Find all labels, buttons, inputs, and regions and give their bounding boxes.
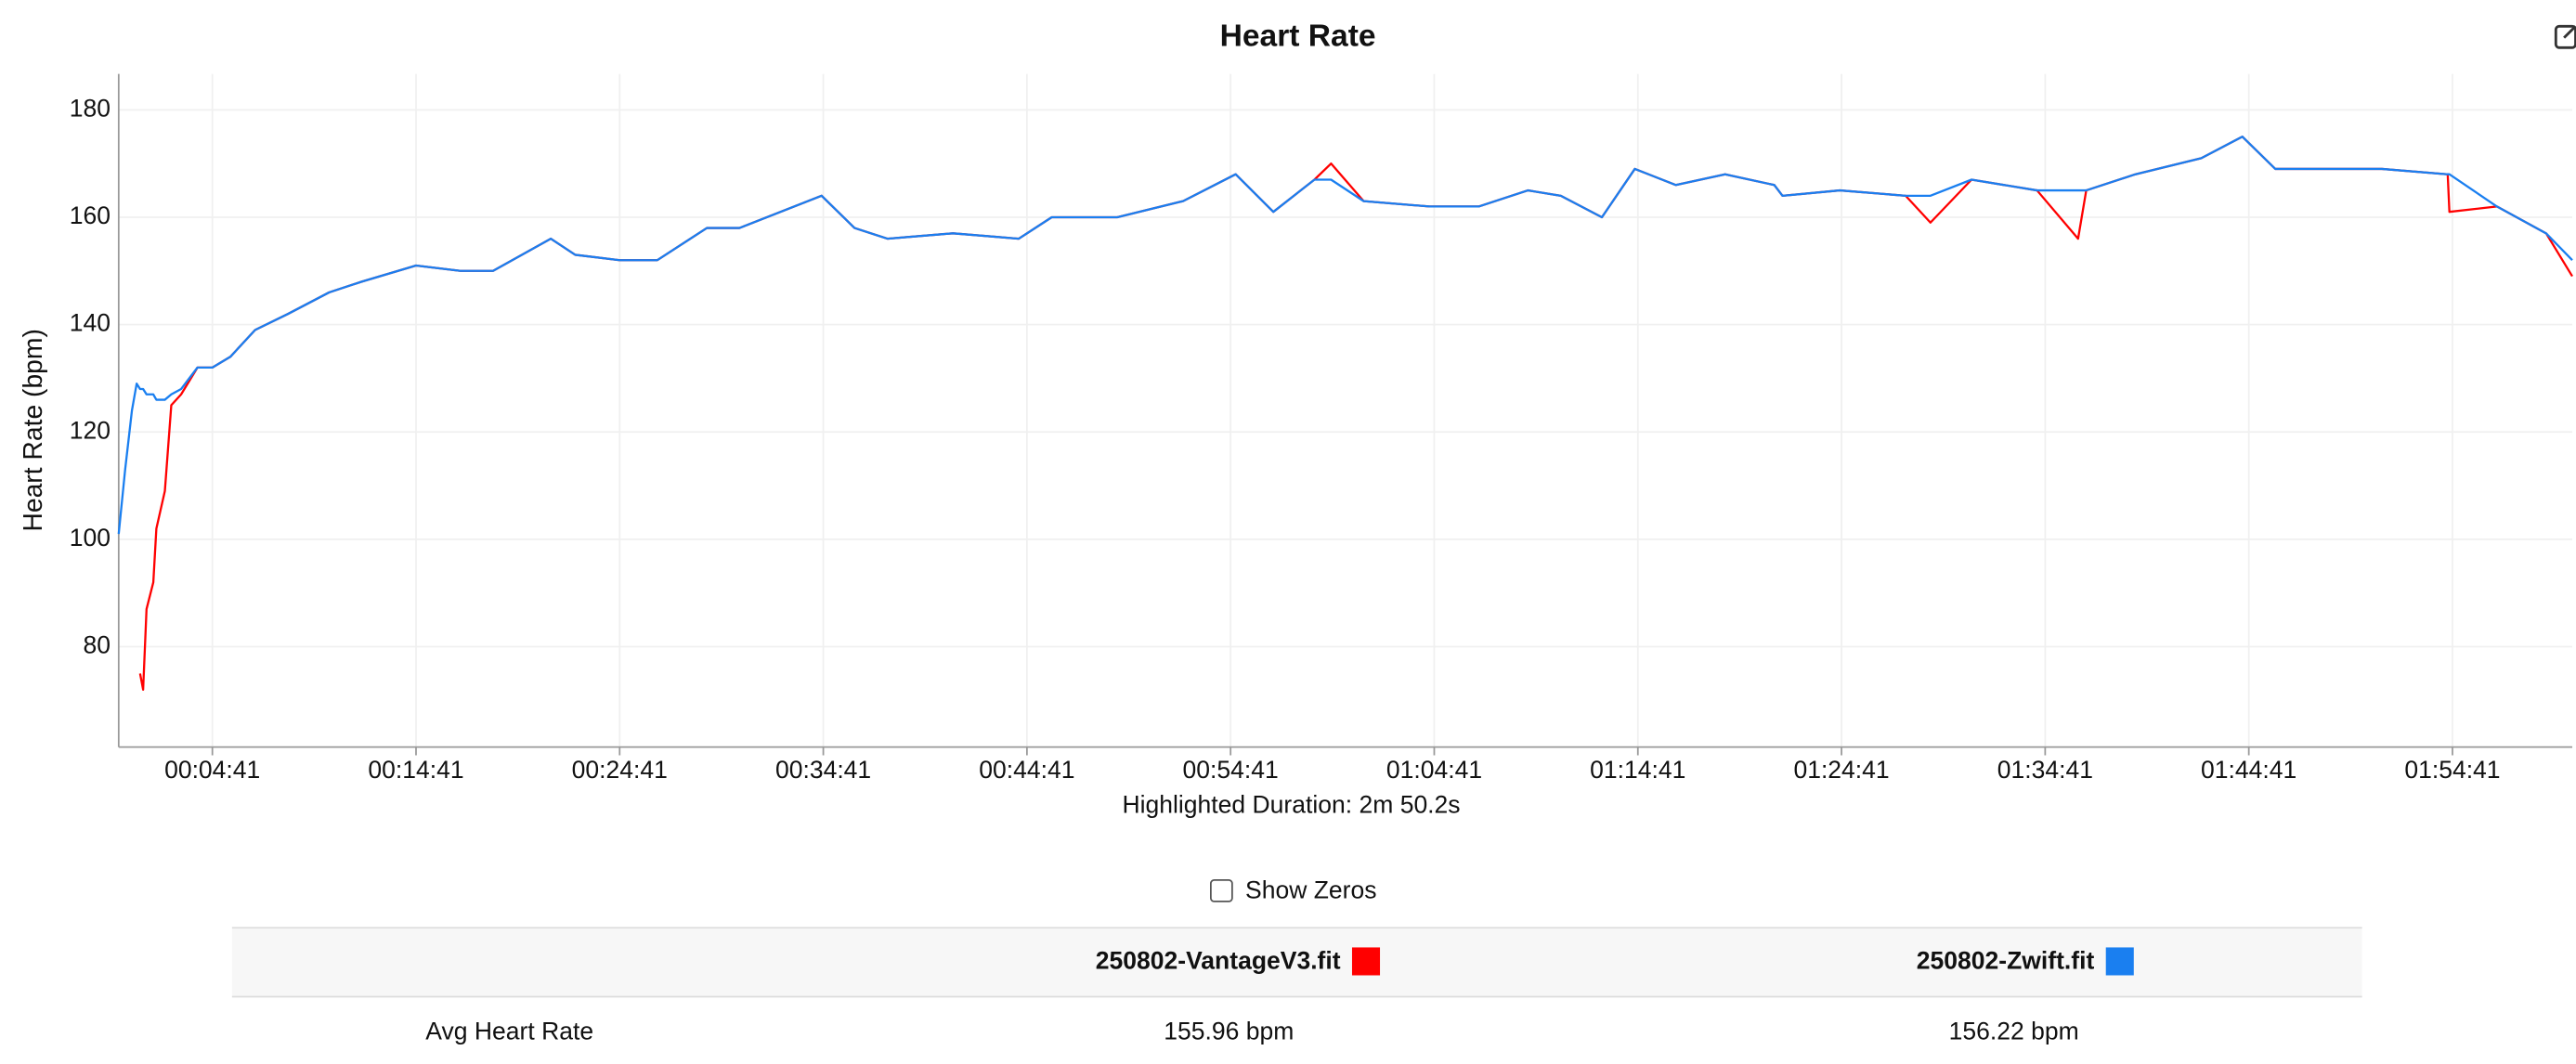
x-tick-label: 01:34:41	[1997, 756, 2093, 784]
checkbox-label[interactable]: Show Zeros	[1245, 876, 1376, 903]
x-tick-label: 00:34:41	[775, 756, 871, 784]
table-cell: Avg Heart Rate	[425, 1017, 593, 1045]
x-tick-label: 00:44:41	[979, 756, 1074, 784]
y-axis-label: Heart Rate (bpm)	[18, 329, 47, 531]
y-tick-label: 140	[70, 309, 111, 337]
y-tick-label: 80	[83, 631, 110, 659]
x-tick-label: 00:54:41	[1183, 756, 1279, 784]
x-tick-label: 00:14:41	[368, 756, 463, 784]
y-tick-label: 100	[70, 524, 111, 551]
x-tick-label: 01:44:41	[2201, 756, 2296, 784]
y-tick-label: 120	[70, 416, 111, 444]
legend-label: 250802-VantageV3.fit	[1096, 946, 1341, 974]
y-tick-label: 180	[70, 94, 111, 122]
legend-swatch	[2105, 947, 2134, 976]
series-line	[138, 136, 2573, 691]
series-line	[117, 136, 2573, 535]
x-tick-label: 00:04:41	[164, 756, 260, 784]
icon-arrow	[2563, 25, 2576, 39]
x-tick-label: 01:14:41	[1590, 756, 1685, 784]
checkbox[interactable]	[1209, 879, 1233, 902]
table-header	[231, 928, 2362, 997]
x-tick-label: 01:54:41	[2404, 756, 2500, 784]
x-tick-label: 00:24:41	[572, 756, 668, 784]
legend-swatch	[1351, 947, 1381, 976]
x-tick-label: 01:24:41	[1793, 756, 1889, 784]
chart-title: Heart Rate	[1220, 19, 1376, 54]
export-icon[interactable]	[2554, 24, 2576, 49]
table-cell: 155.96 bpm	[1164, 1017, 1294, 1045]
y-tick-label: 160	[70, 201, 111, 229]
annotation: Highlighted Duration: 2m 50.2s	[1123, 790, 1461, 818]
x-tick-label: 01:04:41	[1386, 756, 1482, 784]
legend-label: 250802-Zwift.fit	[1917, 946, 2095, 974]
table-cell: 156.22 bpm	[1949, 1017, 2079, 1045]
